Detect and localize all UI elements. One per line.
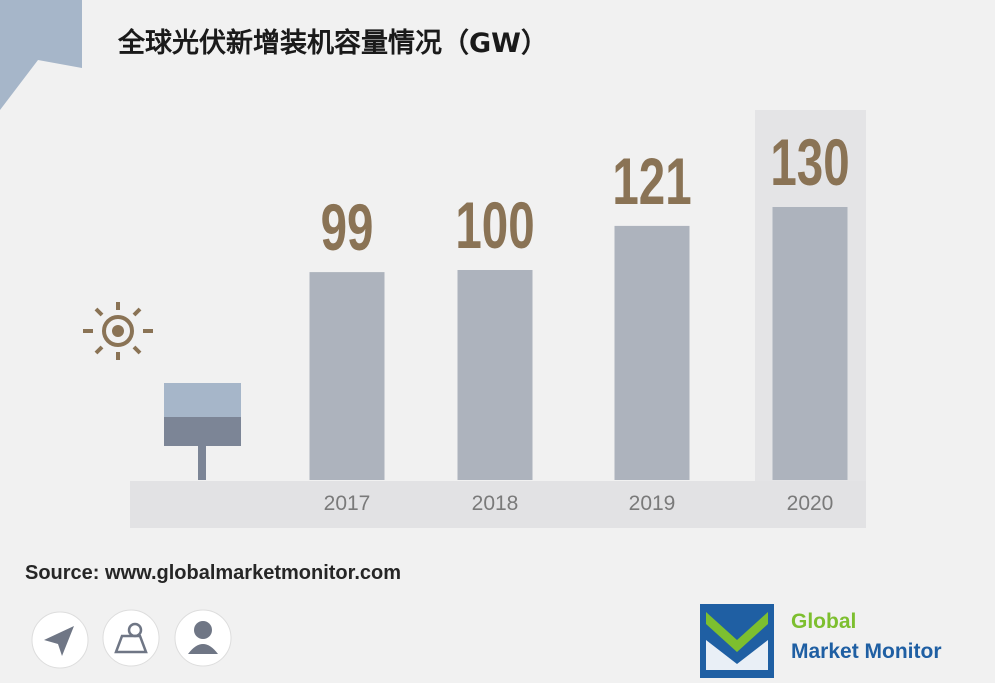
- map-button[interactable]: [102, 609, 160, 667]
- bar: [772, 207, 848, 480]
- nav-icons: [31, 609, 232, 669]
- source-note: Source: www.globalmarketmonitor.com: [25, 562, 401, 584]
- x-tick-label: 2017: [324, 492, 371, 515]
- solar-panel-icon: [164, 383, 241, 480]
- baseline-band: [130, 481, 866, 528]
- logo-line1: Global: [791, 610, 856, 633]
- chart-title: 全球光伏新增装机容量情况（GW）: [117, 27, 548, 59]
- x-tick-label: 2018: [472, 492, 519, 515]
- x-tick-label: 2019: [629, 492, 676, 515]
- logo: Global Market Monitor: [700, 604, 942, 678]
- corner-decoration: [0, 0, 82, 110]
- x-tick-label: 2020: [787, 492, 834, 515]
- logo-line2: Market Monitor: [791, 640, 942, 663]
- bar: [457, 270, 533, 480]
- value-label: 100: [455, 189, 534, 262]
- value-label: 130: [770, 126, 849, 199]
- sun-icon: [83, 302, 153, 360]
- value-label: 121: [612, 145, 691, 218]
- value-label: 99: [321, 192, 374, 265]
- bar: [614, 225, 690, 480]
- bar: [309, 272, 385, 480]
